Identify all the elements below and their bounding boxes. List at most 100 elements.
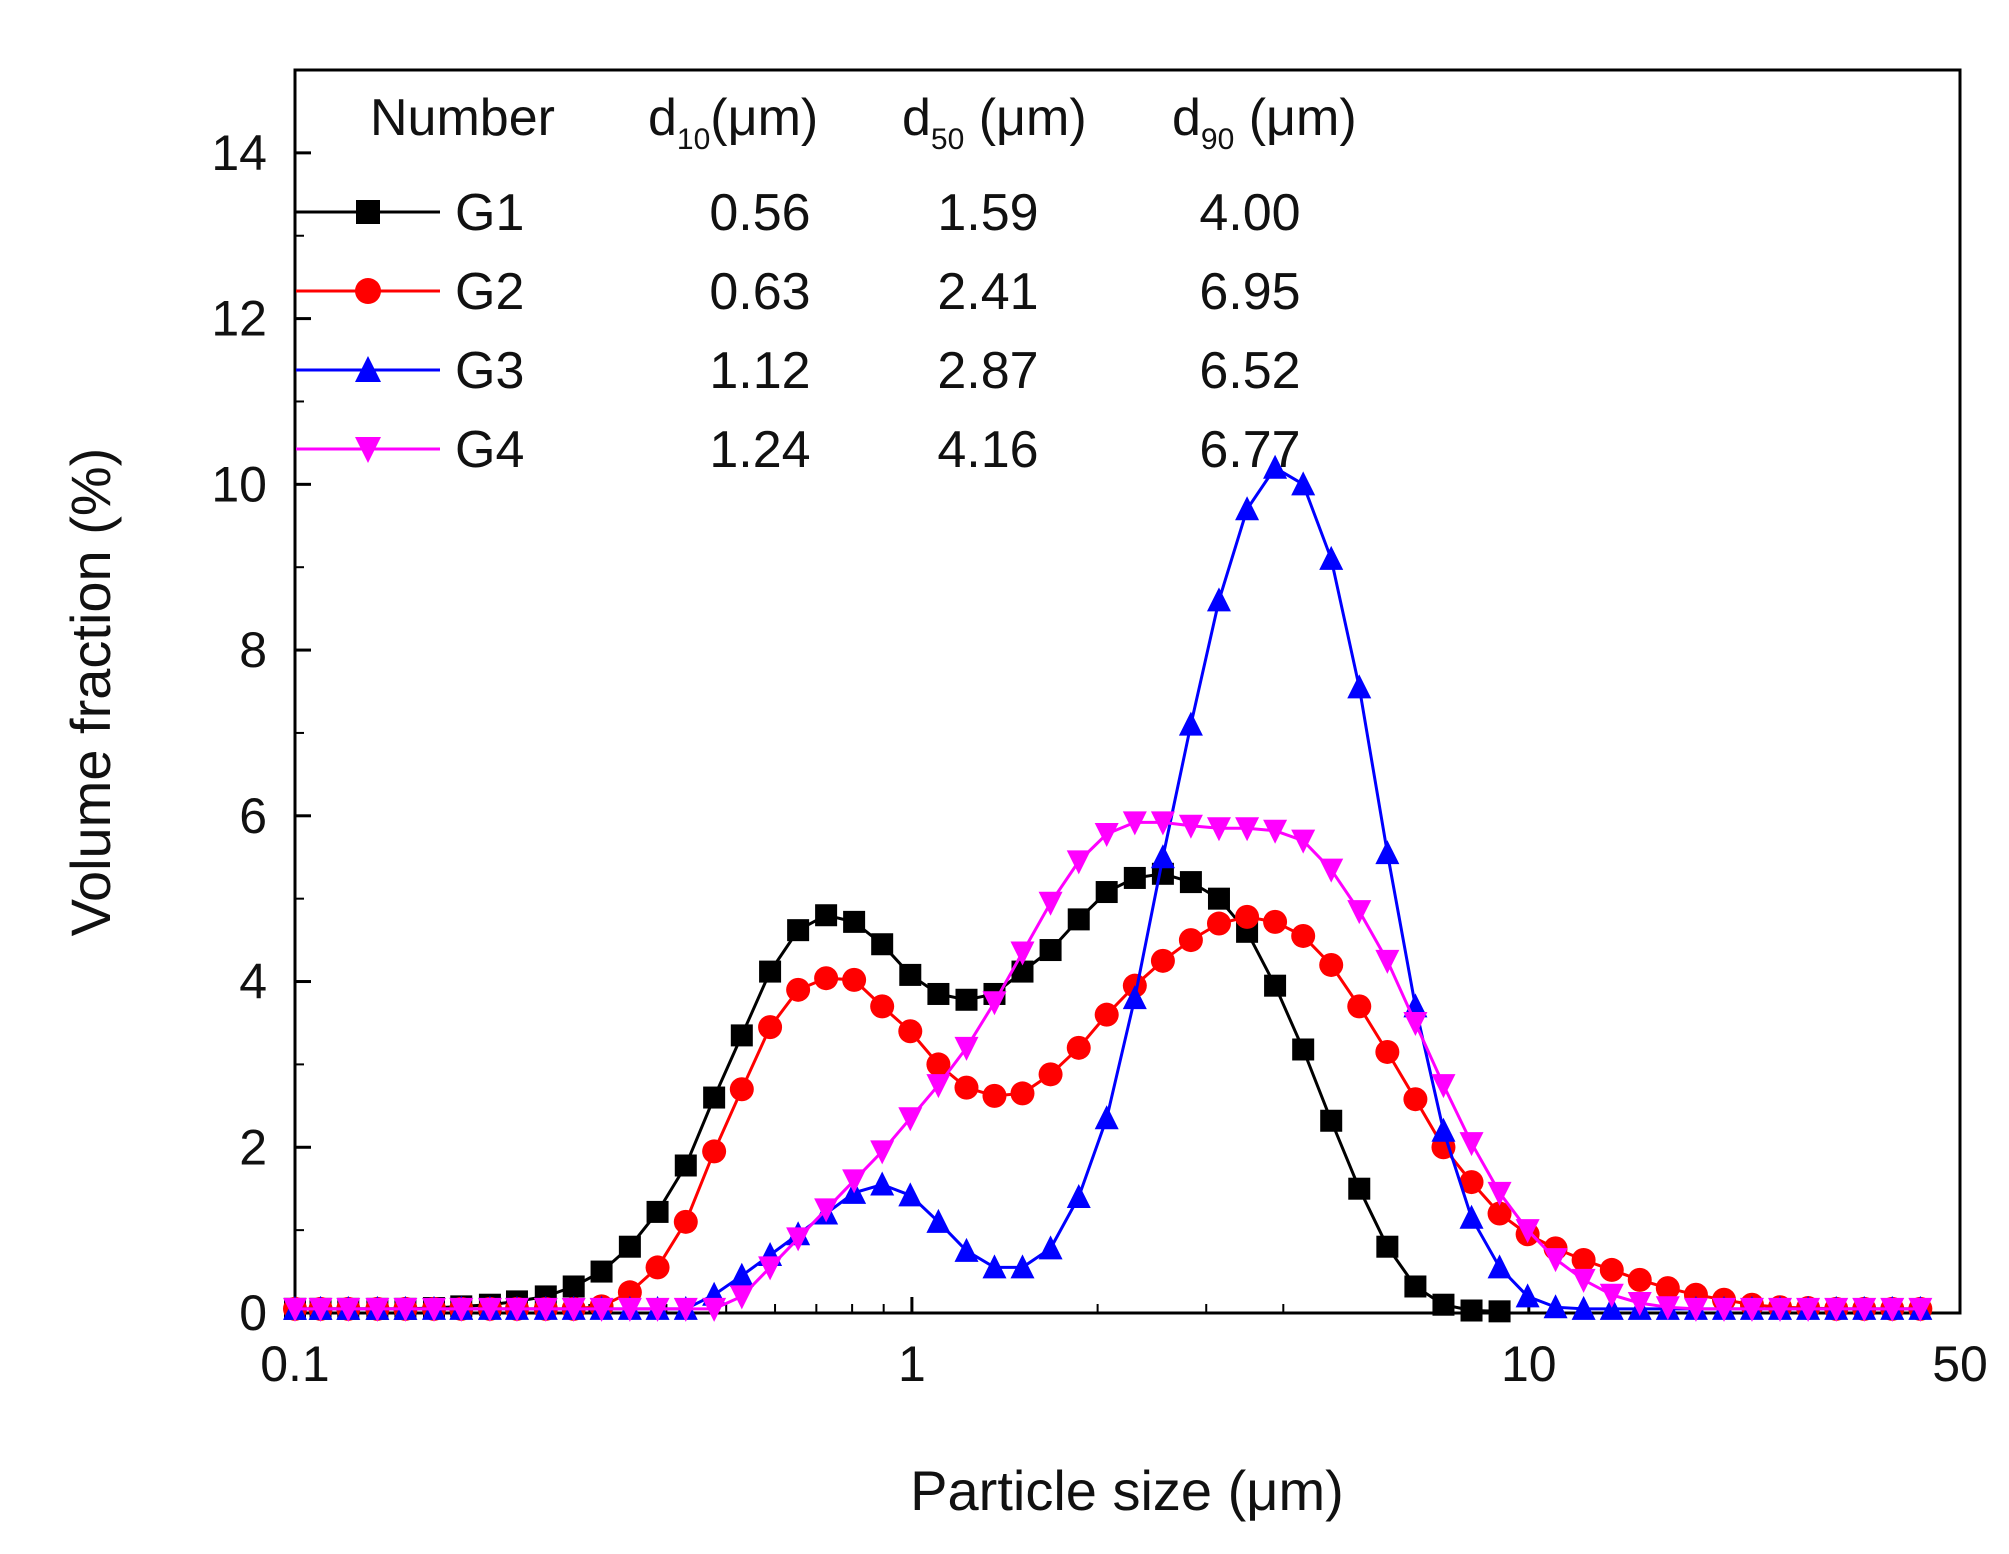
series-line-g1: [295, 872, 1500, 1313]
data-point-g4: [1487, 1181, 1512, 1206]
data-point-g4: [870, 1140, 895, 1165]
data-point-g1: [562, 1275, 585, 1298]
data-point-g4: [308, 1297, 333, 1322]
legend-d50-g2: 2.41: [937, 263, 1038, 321]
data-point-g3: [1431, 1117, 1456, 1142]
legend-rows: G1 0.56 1.59 4.00 G2 0.63 2.41 6.95 G3 1.12 2.87 6.…: [296, 184, 1301, 479]
data-point-g1: [646, 1200, 669, 1223]
data-point-g4: [1599, 1283, 1624, 1308]
data-point-g3: [1515, 1283, 1540, 1308]
data-point-g4: [1010, 941, 1035, 966]
y-tick-label: 0: [239, 1285, 267, 1341]
data-point-g4: [786, 1227, 811, 1252]
y-axis-title: Volume fraction (%): [59, 448, 122, 937]
data-point-g4: [589, 1297, 614, 1322]
data-point-g4: [1627, 1292, 1652, 1317]
legend-d90-g4: 6.77: [1199, 421, 1300, 479]
data-point-g4: [1852, 1297, 1877, 1322]
legend-d90-g2: 6.95: [1199, 263, 1300, 321]
data-point-g4: [1094, 823, 1119, 848]
legend-d10-g4: 1.24: [709, 421, 810, 479]
data-point-g2: [1094, 1002, 1119, 1027]
data-point-g2: [758, 1015, 783, 1040]
data-point-g3: [1291, 471, 1316, 496]
data-point-g2: [926, 1052, 951, 1077]
y-tick-label: 2: [239, 1119, 267, 1175]
data-point-g4: [1571, 1268, 1596, 1293]
data-point-g4: [1768, 1297, 1793, 1322]
data-point-g1: [730, 1024, 753, 1047]
data-point-g1: [955, 988, 978, 1011]
x-tick-label: 0.1: [260, 1336, 330, 1392]
x-tick-label: 1: [898, 1336, 926, 1392]
legend-d90-g1: 4.00: [1199, 184, 1300, 242]
data-point-g4: [1347, 900, 1372, 925]
data-point-g3: [1066, 1183, 1091, 1208]
data-point-g4: [393, 1297, 418, 1322]
series-g4: [283, 811, 1933, 1322]
data-point-g4: [1403, 1011, 1428, 1036]
y-tick-label: 6: [239, 788, 267, 844]
data-point-g1: [1376, 1235, 1399, 1258]
data-point-g2: [1038, 1062, 1063, 1087]
legend-header-d50-unit: (μm): [964, 89, 1086, 147]
legend-marker-g4: [355, 437, 381, 463]
legend-marker-g3: [355, 356, 381, 382]
data-point-g1: [1320, 1109, 1343, 1132]
data-point-g1: [1488, 1300, 1511, 1323]
data-point-g2: [982, 1083, 1007, 1108]
legend-header-d10-sub: 10: [677, 123, 710, 156]
data-point-g3: [729, 1262, 754, 1287]
data-point-g4: [898, 1107, 923, 1132]
x-axis: 0.1 1 10 50: [260, 1297, 1988, 1392]
data-point-g3: [870, 1171, 895, 1196]
data-point-g1: [1123, 866, 1146, 889]
data-point-g4: [729, 1285, 754, 1310]
data-point-g2: [1150, 948, 1175, 973]
data-point-g4: [758, 1256, 783, 1281]
data-point-g4: [954, 1036, 979, 1061]
data-point-g2: [1206, 911, 1231, 936]
data-point-g1: [1264, 974, 1287, 997]
data-point-g3: [1122, 985, 1147, 1010]
data-point-g4: [1291, 829, 1316, 854]
data-point-g3: [1150, 844, 1175, 869]
data-point-g3: [954, 1237, 979, 1262]
data-point-g4: [1824, 1297, 1849, 1322]
data-point-g4: [1515, 1219, 1540, 1244]
data-point-g1: [927, 982, 950, 1005]
data-point-g2: [1010, 1081, 1035, 1106]
data-point-g3: [1263, 454, 1288, 479]
data-point-g2: [814, 966, 839, 991]
data-point-g3: [1543, 1294, 1568, 1319]
data-point-g4: [1122, 811, 1147, 836]
data-point-g2: [1571, 1247, 1596, 1272]
data-point-g4: [1739, 1297, 1764, 1322]
data-point-g3: [1038, 1235, 1063, 1260]
data-point-g4: [1431, 1074, 1456, 1099]
legend-header-d10: d10(μm): [648, 89, 818, 156]
data-point-g2: [1347, 994, 1372, 1019]
data-point-g2: [1459, 1170, 1484, 1195]
data-point-g4: [1543, 1248, 1568, 1273]
plot-frame: [293, 68, 1962, 1315]
x-tick-label: 10: [1501, 1336, 1557, 1392]
data-point-g4: [336, 1297, 361, 1322]
data-point-g3: [1487, 1254, 1512, 1279]
data-point-g1: [899, 963, 922, 986]
data-point-g2: [1066, 1035, 1091, 1060]
data-point-g4: [1319, 858, 1344, 883]
data-point-g2: [842, 967, 867, 992]
data-point-g4: [477, 1297, 502, 1322]
legend-d10-g3: 1.12: [709, 342, 810, 400]
data-point-g4: [561, 1297, 586, 1322]
legend-header-d50: d50 (μm): [902, 89, 1087, 156]
data-point-g1: [1011, 960, 1034, 983]
x-axis-title: Particle size (μm): [910, 1459, 1344, 1522]
data-point-g3: [1319, 545, 1344, 570]
legend-header-d90-main: d: [1172, 89, 1201, 147]
data-point-g4: [1206, 817, 1231, 842]
legend-row-g1: G1 0.56 1.59 4.00: [296, 184, 1301, 242]
legend-name-g3: G3: [455, 342, 524, 400]
data-point-g4: [533, 1297, 558, 1322]
